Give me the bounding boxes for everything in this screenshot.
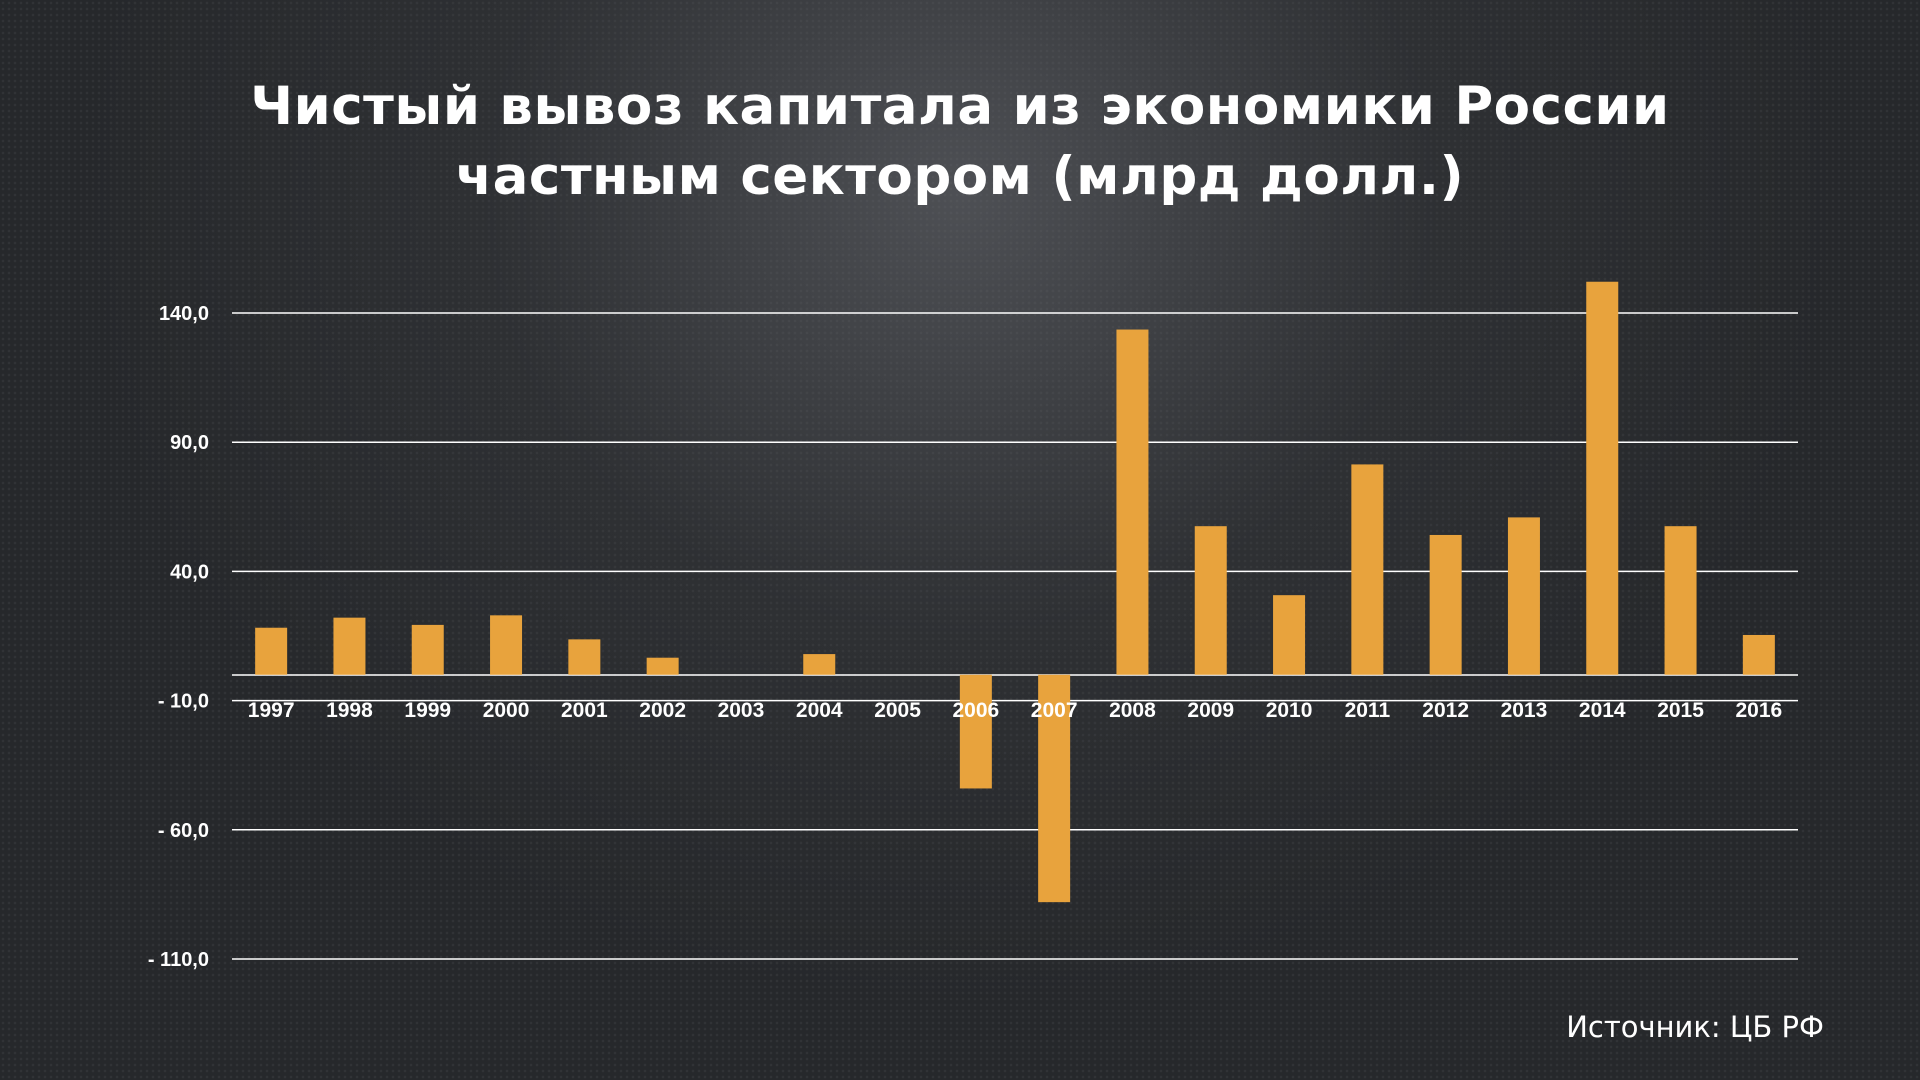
- grid-layer: [232, 313, 1798, 959]
- x-tick-label-2015: 2015: [1657, 699, 1704, 722]
- y-tick-label: - 60,0: [158, 820, 209, 842]
- x-tick-label-2005: 2005: [874, 699, 921, 722]
- x-tick-label-2007: 2007: [1031, 699, 1078, 722]
- y-tick-label: 40,0: [170, 561, 209, 583]
- x-tick-label-2001: 2001: [561, 699, 608, 722]
- x-axis-labels: 1997 1998 1999 2000 2001 2002 2003 2004 2005 2006…: [248, 699, 1782, 722]
- x-tick-label-2006: 2006: [952, 699, 999, 722]
- x-tick-label-2003: 2003: [718, 699, 765, 722]
- bar-2009: [1195, 526, 1227, 675]
- x-tick-label-2000: 2000: [483, 699, 530, 722]
- bar-2006: [960, 675, 992, 789]
- x-tick-label-2013: 2013: [1501, 699, 1548, 722]
- bars-layer: [255, 282, 1775, 902]
- x-tick-label-2016: 2016: [1735, 699, 1782, 722]
- bar-2014: [1586, 282, 1618, 675]
- bar-2012: [1430, 535, 1462, 675]
- x-tick-label-1997: 1997: [248, 699, 295, 722]
- source-note: Источник: ЦБ РФ: [1566, 1010, 1824, 1044]
- bar-1998: [333, 618, 365, 675]
- bar-2002: [647, 658, 679, 675]
- bar-1999: [412, 625, 444, 675]
- y-tick-label: - 110,0: [148, 949, 209, 971]
- y-tick-label: 140,0: [159, 303, 209, 325]
- bar-2011: [1351, 464, 1383, 674]
- bar-2010: [1273, 595, 1305, 675]
- x-tick-label-1999: 1999: [404, 699, 451, 722]
- x-tick-label-2011: 2011: [1345, 699, 1391, 722]
- x-tick-label-1998: 1998: [326, 699, 373, 722]
- bar-2016: [1743, 635, 1775, 675]
- x-tick-label-2008: 2008: [1109, 699, 1156, 722]
- bar-2008: [1116, 330, 1148, 675]
- y-axis-labels: 140,0 90,0 40,0 - 10,0 - 60,0 - 110,0: [148, 303, 209, 971]
- bar-2013: [1508, 517, 1540, 674]
- x-tick-label-2010: 2010: [1266, 699, 1313, 722]
- x-tick-label-2004: 2004: [796, 699, 843, 722]
- bar-2004: [803, 654, 835, 675]
- y-tick-label: 90,0: [170, 432, 209, 454]
- x-tick-label-2014: 2014: [1579, 699, 1626, 722]
- x-tick-label-2009: 2009: [1187, 699, 1234, 722]
- x-tick-label-2002: 2002: [639, 699, 686, 722]
- bar-2015: [1665, 526, 1697, 675]
- bar-2001: [568, 639, 600, 674]
- x-tick-label-2012: 2012: [1422, 699, 1469, 722]
- bar-1997: [255, 628, 287, 675]
- bar-2000: [490, 615, 522, 674]
- y-tick-label: - 10,0: [158, 691, 209, 713]
